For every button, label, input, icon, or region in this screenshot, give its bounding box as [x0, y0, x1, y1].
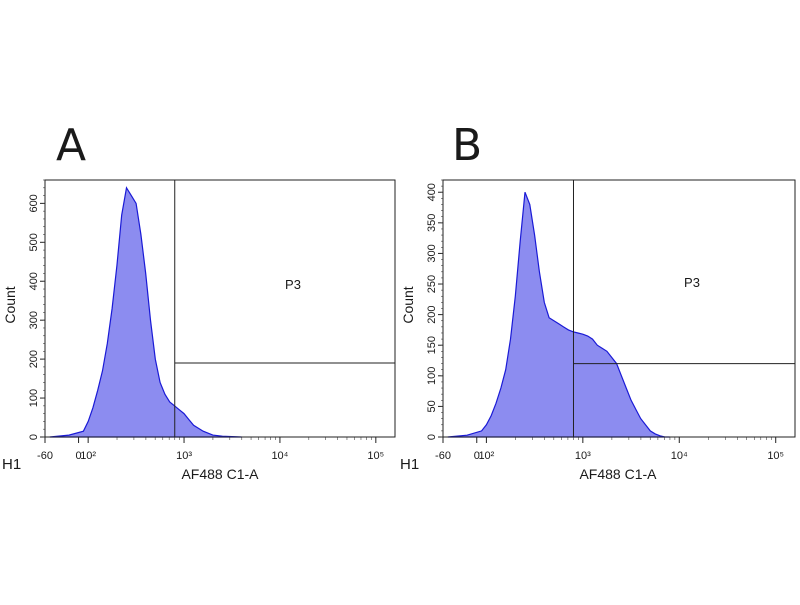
histogram-area	[447, 191, 670, 438]
y-tick-label: 150	[426, 336, 438, 354]
y-tick-label: 100	[426, 367, 438, 385]
x-tick-label: -60	[435, 450, 451, 462]
y-axis-label-b: Count	[400, 286, 416, 323]
y-tick-label: 400	[426, 183, 438, 201]
plot-frame-b	[442, 179, 796, 438]
plot-frame-a	[44, 179, 396, 438]
x-tick-label: -60	[37, 450, 53, 462]
x-tick-label: 10²	[80, 450, 96, 462]
x-tick-label: 10⁴	[271, 450, 288, 462]
y-tick-label: 0	[426, 434, 438, 440]
gate-label-a: P3	[285, 277, 301, 292]
corner-label-a: H1	[2, 456, 21, 473]
y-tick-label: 300	[28, 311, 40, 329]
x-tick-label: 0	[474, 450, 480, 462]
x-tick-label: 10²	[478, 450, 494, 462]
x-tick-label: 0	[75, 450, 81, 462]
y-tick-label: 100	[28, 389, 40, 407]
y-tick-label: 200	[426, 305, 438, 323]
x-tick-label: 10⁵	[367, 450, 384, 462]
y-tick-label: 50	[426, 400, 438, 412]
histogram-area	[49, 186, 242, 438]
x-tick-label: 10³	[176, 450, 192, 462]
y-tick-label: 200	[28, 350, 40, 368]
y-axis-label-a: Count	[2, 286, 18, 323]
x-tick-label: 10³	[575, 450, 591, 462]
y-tick-label: 500	[28, 233, 40, 251]
x-tick-label: 10⁴	[671, 450, 688, 462]
y-tick-label: 250	[426, 275, 438, 293]
panel-letter-b: B	[452, 120, 482, 171]
x-tick-label: 10⁵	[767, 450, 784, 462]
y-tick-label: 300	[426, 244, 438, 262]
y-tick-label: 0	[28, 434, 40, 440]
y-tick-label: 350	[426, 214, 438, 232]
x-axis-label-a: AF488 C1-A	[181, 466, 259, 482]
x-axis-label-b: AF488 C1-A	[579, 466, 657, 482]
panel-letter-a: A	[56, 120, 86, 171]
corner-label-b: H1	[400, 456, 419, 473]
y-tick-label: 400	[28, 272, 40, 290]
gate-label-b: P3	[684, 275, 700, 290]
y-tick-label: 600	[28, 194, 40, 212]
